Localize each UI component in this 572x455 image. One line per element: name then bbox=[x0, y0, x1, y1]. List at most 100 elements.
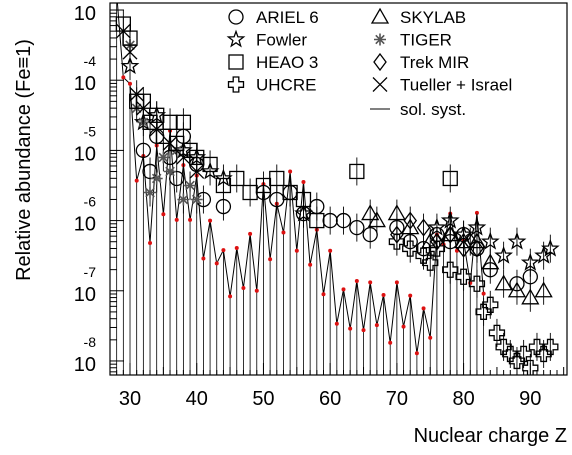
x-tick-label: 90 bbox=[519, 388, 541, 410]
data-point bbox=[482, 296, 499, 313]
data-point bbox=[184, 179, 197, 192]
data-point bbox=[322, 212, 338, 229]
data-point bbox=[367, 211, 386, 228]
data-point bbox=[215, 198, 232, 215]
data-point bbox=[387, 204, 406, 221]
solar-system-point bbox=[221, 248, 226, 253]
data-point bbox=[190, 193, 203, 206]
data-point bbox=[508, 352, 526, 370]
data-point bbox=[470, 239, 484, 258]
data-point bbox=[475, 303, 492, 320]
legend-item: Fowler bbox=[226, 29, 307, 50]
data-point bbox=[149, 121, 165, 137]
data-point bbox=[520, 252, 540, 271]
data-point bbox=[442, 170, 458, 187]
data-point bbox=[294, 203, 313, 222]
y-tick-label: 10 bbox=[74, 214, 96, 236]
data-point bbox=[229, 170, 245, 187]
data-point bbox=[335, 212, 352, 229]
data-point bbox=[495, 338, 512, 356]
data-point bbox=[177, 193, 190, 206]
solar-system-point bbox=[481, 291, 486, 296]
solar-system-point bbox=[354, 278, 359, 283]
solar-system-point bbox=[248, 231, 253, 236]
data-point bbox=[295, 191, 312, 208]
data-point bbox=[361, 204, 380, 221]
data-point bbox=[175, 114, 192, 130]
data-point bbox=[403, 211, 418, 230]
x-axis-label: Nuclear charge Z bbox=[414, 425, 567, 447]
solar-system-point bbox=[148, 241, 153, 246]
solar-system-point bbox=[321, 292, 326, 297]
y-axis-label: Relative abundance (Fe≡1) bbox=[13, 39, 35, 281]
legend-marker-triangle bbox=[370, 7, 390, 24]
data-point bbox=[521, 288, 540, 305]
solar-system-point bbox=[408, 293, 413, 298]
data-point bbox=[415, 247, 432, 264]
x-tick-label: 30 bbox=[119, 388, 141, 410]
legend-item: HEAO 3 bbox=[228, 53, 318, 72]
y-tick-label: 10 bbox=[74, 3, 96, 25]
series-tueller-israel bbox=[115, 17, 205, 186]
y-tick-label: 10 bbox=[74, 73, 96, 95]
data-point bbox=[502, 345, 519, 363]
data-point bbox=[534, 281, 553, 298]
data-point bbox=[535, 345, 552, 363]
legend-marker-square bbox=[228, 54, 244, 70]
solar-system-point bbox=[234, 245, 239, 250]
data-point bbox=[269, 170, 285, 187]
legend-label: ARIEL 6 bbox=[256, 8, 319, 27]
legend-marker-star bbox=[226, 29, 246, 48]
data-point bbox=[443, 225, 458, 244]
solar-system-point bbox=[281, 230, 286, 235]
solar-system-point bbox=[201, 256, 206, 261]
legend-marker-cross bbox=[227, 76, 245, 93]
solar-system-point bbox=[268, 257, 273, 262]
data-point bbox=[515, 345, 532, 363]
legend-item: Tueller + Israel bbox=[372, 76, 512, 95]
solar-system-point bbox=[348, 326, 353, 331]
solar-system-point bbox=[308, 262, 313, 267]
data-point bbox=[507, 231, 527, 250]
data-point bbox=[164, 165, 176, 178]
data-point bbox=[115, 23, 131, 39]
data-point bbox=[442, 261, 459, 278]
solar-system-point bbox=[328, 248, 333, 253]
solar-system-point bbox=[228, 294, 233, 299]
plot-frame bbox=[109, 2, 568, 376]
y-tick-exponent: -7 bbox=[84, 264, 97, 280]
solar-system-point bbox=[374, 323, 379, 328]
data-point bbox=[542, 338, 559, 356]
data-point bbox=[122, 44, 138, 60]
solar-system-point bbox=[128, 81, 133, 86]
plot-area bbox=[115, 3, 560, 375]
series-uhcre bbox=[388, 227, 559, 375]
data-point bbox=[144, 186, 156, 199]
solar-system-point bbox=[368, 280, 373, 285]
data-point bbox=[157, 151, 170, 164]
x-tick-label: 40 bbox=[186, 388, 208, 410]
data-point bbox=[162, 135, 178, 151]
y-tick-exponent: -6 bbox=[84, 194, 97, 210]
data-point bbox=[135, 142, 152, 159]
x-tick-label: 70 bbox=[386, 388, 408, 410]
data-point bbox=[528, 338, 546, 356]
data-point bbox=[481, 253, 500, 270]
x-tick-label: 60 bbox=[319, 388, 341, 410]
data-point bbox=[494, 245, 513, 264]
y-tick-exponent: -5 bbox=[84, 123, 97, 139]
y-tick-label: 10 bbox=[74, 143, 96, 165]
solar-system-point bbox=[254, 288, 259, 293]
legend-label: Trek MIR bbox=[400, 53, 469, 72]
data-point bbox=[349, 163, 365, 180]
solar-system-point bbox=[341, 287, 346, 292]
x-tick-label: 50 bbox=[252, 388, 274, 410]
legend-label: Fowler bbox=[256, 31, 307, 50]
data-point bbox=[507, 281, 527, 298]
data-point bbox=[540, 238, 560, 257]
data-point bbox=[388, 233, 406, 250]
legend-item: SKYLAB bbox=[370, 7, 466, 27]
legend-item: Trek MIR bbox=[373, 52, 469, 72]
